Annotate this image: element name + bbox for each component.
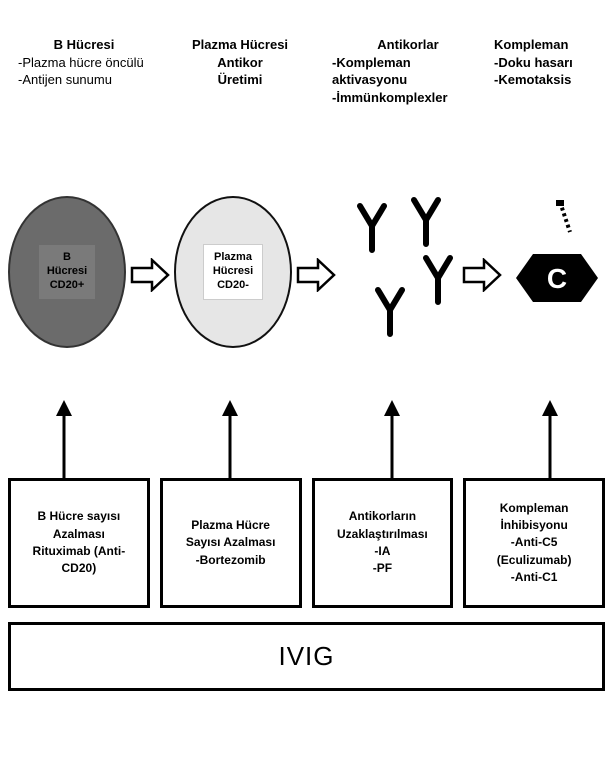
bcell-label: B Hücresi CD20+: [39, 245, 95, 298]
treatment-box-0: B Hücre sayısı Azalması Rituximab (Anti-…: [8, 478, 150, 608]
complement-icon: C: [508, 196, 606, 356]
arrow-icon: [462, 258, 502, 292]
bcell-ellipse: B Hücresi CD20+: [8, 196, 126, 348]
treatment-box-1: Plazma Hücre Sayısı Azalması -Bortezomib: [160, 478, 302, 608]
treatment-text-0: B Hücre sayısı Azalması Rituximab (Anti-…: [33, 508, 126, 578]
complement-letter: C: [547, 263, 567, 294]
ivig-box: IVIG: [8, 622, 605, 691]
bcell-l2: Hücresi: [45, 265, 89, 279]
header-col-1: Plazma Hücresi Antikor Üretimi: [170, 36, 310, 89]
header-col-2: Antikorlar -Kompleman aktivasyonu -İmmün…: [328, 36, 488, 106]
antibody-group: [340, 196, 458, 348]
plasma-l2: Hücresi: [210, 265, 256, 279]
treatment-text-2: Antikorların Uzaklaştırılması -IA -PF: [337, 508, 428, 578]
arrow-icon: [296, 258, 336, 292]
bcell-shape: B Hücresi CD20+: [8, 196, 126, 348]
header-line-3-1: -Kemotaksis: [494, 71, 606, 89]
header-col-0: B Hücresi -Plazma hücre öncülü -Antijen …: [14, 36, 154, 89]
header-line-1-1: Üretimi: [174, 71, 306, 89]
uparrow-4: [538, 400, 562, 478]
bcell-l1: B: [45, 251, 89, 265]
plasma-l1: Plazma: [210, 251, 256, 265]
uparrow-1: [52, 400, 76, 478]
complement-shape: C: [508, 196, 586, 348]
ivig-label: IVIG: [278, 641, 334, 671]
header-line-1-0: Antikor: [174, 54, 306, 72]
treatment-box-2: Antikorların Uzaklaştırılması -IA -PF: [312, 478, 454, 608]
header-title-3: Kompleman: [494, 36, 606, 54]
header-line-0-1: -Antijen sunumu: [18, 71, 150, 89]
flow-arrow-2: [296, 258, 336, 292]
plasma-label: Plazma Hücresi CD20-: [203, 244, 263, 299]
uparrow-3: [380, 400, 404, 478]
header-line-0-0: -Plazma hücre öncülü: [18, 54, 150, 72]
uparrow-2: [218, 400, 242, 478]
treatment-text-3: Kompleman İnhibisyonu -Anti-C5 (Eculizum…: [497, 500, 572, 587]
header-title-1: Plazma Hücresi: [174, 36, 306, 54]
treatment-box-3: Kompleman İnhibisyonu -Anti-C5 (Eculizum…: [463, 478, 605, 608]
header-col-3: Kompleman -Doku hasarı -Kemotaksis: [490, 36, 610, 89]
flow-row: B Hücresi CD20+ Plazma Hücresi CD20-: [0, 196, 613, 366]
uparrow-row: [0, 400, 613, 478]
header-line-2-1: -İmmünkomplexler: [332, 89, 484, 107]
plasma-ellipse: Plazma Hücresi CD20-: [174, 196, 292, 348]
header-title-2: Antikorlar: [332, 36, 484, 54]
plasma-l3: CD20-: [210, 279, 256, 293]
treatment-boxes-row: B Hücre sayısı Azalması Rituximab (Anti-…: [8, 478, 605, 608]
header-title-0: B Hücresi: [18, 36, 150, 54]
treatment-text-1: Plazma Hücre Sayısı Azalması -Bortezomib: [186, 517, 276, 569]
plasma-shape: Plazma Hücresi CD20-: [174, 196, 292, 348]
header-line-2-0: -Kompleman aktivasyonu: [332, 54, 484, 89]
flow-arrow-1: [130, 258, 170, 292]
antibodies-icon: [340, 196, 458, 356]
flow-arrow-3: [462, 258, 502, 292]
arrow-icon: [130, 258, 170, 292]
bcell-l3: CD20+: [45, 279, 89, 293]
header-line-3-0: -Doku hasarı: [494, 54, 606, 72]
